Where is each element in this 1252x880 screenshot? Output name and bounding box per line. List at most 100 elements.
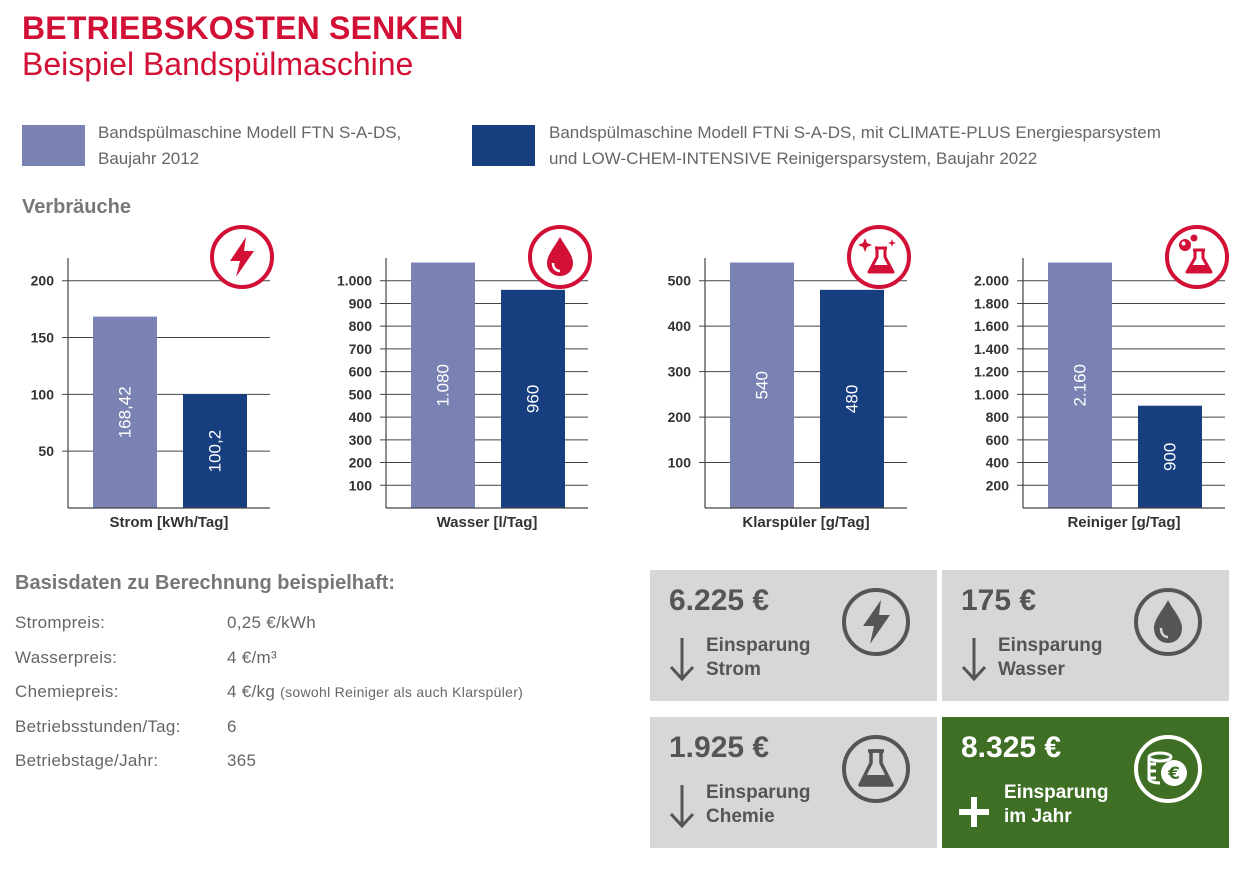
basis-value: 4 €/kg — [227, 682, 276, 701]
legend-label-old: Bandspülmaschine Modell FTN S-A-DS, Bauj… — [98, 120, 401, 172]
y-tick-label: 100 — [668, 455, 692, 471]
legend-label-new-line1: Bandspülmaschine Modell FTNi S-A-DS, mit… — [549, 123, 1161, 142]
chart-wasser-xlabel: Wasser [l/Tag] — [436, 514, 538, 531]
y-tick-label: 300 — [668, 364, 692, 380]
chart-klarspueler-xlabel: Klarspüler [g/Tag] — [742, 514, 870, 531]
savings-label-line1: Einsparung — [998, 635, 1103, 656]
bar — [1138, 405, 1202, 508]
basis-key: Chemiepreis: — [15, 682, 119, 701]
chart-strom: 50 100 150 200 168,42 100,2 Strom [kWh/Tag] — [0, 222, 300, 542]
basis-key: Wasserpreis: — [15, 648, 118, 667]
y-tick-label: 150 — [31, 330, 55, 346]
legend-swatch-new — [472, 125, 535, 166]
lightning-icon — [209, 224, 275, 290]
legend-swatch-old — [22, 125, 85, 166]
legend-label-new-line2: und LOW-CHEM-INTENSIVE Reinigersparsyste… — [549, 149, 1038, 168]
y-tick-label: 400 — [668, 318, 692, 334]
y-tick-label: 600 — [349, 364, 373, 380]
savings-amount: 1.925 € — [669, 731, 770, 764]
y-tick-label: 1.000 — [337, 273, 372, 289]
basis-value: 365 — [227, 751, 257, 770]
bar-value-label: 168,42 — [116, 386, 135, 438]
y-tick-label: 600 — [986, 432, 1010, 448]
sparkle-flask-icon — [846, 224, 912, 290]
y-tick-label: 1.200 — [974, 364, 1009, 380]
y-tick-label: 200 — [668, 409, 692, 425]
chart-wasser-svg: 100 200 300 400 500 600 700 800 900 1.000 1.080 960 — [337, 258, 588, 509]
y-tick-label: 900 — [349, 295, 373, 311]
water-drop-icon — [1134, 588, 1202, 656]
bubbles-flask-icon — [1164, 224, 1230, 290]
chart-strom-xlabel: Strom [kWh/Tag] — [109, 514, 229, 531]
savings-label-line2: im Jahr — [1004, 806, 1072, 827]
y-tick-label: 50 — [38, 443, 54, 459]
bar — [820, 289, 884, 508]
savings-label: Einsparung Chemie — [706, 781, 811, 829]
basis-key: Betriebsstunden/Tag: — [15, 717, 181, 736]
basis-value: 0,25 €/kWh — [227, 613, 316, 632]
y-tick-label: 2.000 — [974, 273, 1009, 289]
savings-label-line2: Chemie — [706, 806, 775, 827]
page-title: BETRIEBSKOSTEN SENKEN — [22, 10, 464, 46]
y-tick-label: 1.000 — [974, 386, 1009, 402]
euro-coins-icon: € — [1134, 735, 1202, 803]
y-tick-label: 1.800 — [974, 295, 1009, 311]
y-tick-label: 300 — [349, 432, 373, 448]
chart-klarspueler: 100 200 300 400 500 540 480 Klarspüler [g/Tag] — [637, 222, 937, 542]
savings-label: Einsparung Strom — [706, 634, 811, 682]
savings-amount: 6.225 € — [669, 584, 770, 617]
basis-value: 4 €/m³ — [227, 648, 277, 667]
chart-strom-svg: 50 100 150 200 168,42 100,2 — [31, 258, 270, 509]
savings-label-line1: Einsparung — [706, 635, 811, 656]
savings-label-line2: Wasser — [998, 659, 1065, 680]
lightning-icon — [842, 588, 910, 656]
y-tick-label: 400 — [986, 455, 1010, 471]
y-tick-label: 200 — [349, 455, 373, 471]
plus-icon — [959, 797, 989, 827]
bar — [93, 316, 157, 508]
chart-reiniger: 200 400 600 800 1.000 1.200 1.400 1.600 1.800 2.0… — [955, 222, 1252, 542]
bar-value-label: 2.160 — [1071, 364, 1090, 407]
y-tick-label: 100 — [349, 477, 373, 493]
bar-value-label: 480 — [843, 385, 862, 413]
savings-label: Einsparung Wasser — [998, 634, 1103, 682]
basis-key: Betriebstage/Jahr: — [15, 751, 159, 770]
y-tick-label: 500 — [349, 386, 373, 402]
basis-title: Basisdaten zu Berechnung beispielhaft: — [15, 572, 396, 594]
bar — [501, 289, 565, 508]
y-tick-label: 700 — [349, 341, 373, 357]
down-arrow-icon — [961, 638, 987, 682]
basis-note: (sowohl Reiniger als auch Klarspüler) — [280, 684, 524, 700]
y-tick-label: 800 — [986, 409, 1010, 425]
bar — [1048, 262, 1112, 508]
basis-value-with-note: 4 €/kg (sowohl Reiniger als auch Klarspü… — [227, 682, 523, 702]
basis-key: Strompreis: — [15, 613, 106, 632]
page-subtitle: Beispiel Bandspülmaschine — [22, 46, 414, 82]
savings-label-line1: Einsparung — [1004, 782, 1109, 803]
legend-label-old-line1: Bandspülmaschine Modell FTN S-A-DS, — [98, 123, 402, 142]
bar — [183, 394, 247, 508]
section-title-consumption: Verbräuche — [22, 196, 131, 218]
y-tick-label: 1.400 — [974, 341, 1009, 357]
chart-wasser: 100 200 300 400 500 600 700 800 900 1.000 1.080 960… — [318, 222, 618, 542]
flask-icon — [842, 735, 910, 803]
y-tick-label: 200 — [986, 477, 1010, 493]
bar — [730, 262, 794, 508]
y-tick-label: 100 — [31, 386, 55, 402]
y-tick-label: 200 — [31, 273, 55, 289]
savings-card-chemie: 1.925 € Einsparung Chemie — [650, 717, 937, 848]
savings-card-wasser: 175 € Einsparung Wasser — [942, 570, 1229, 701]
chart-klarspueler-svg: 100 200 300 400 500 540 480 — [668, 258, 907, 509]
y-tick-label: 400 — [349, 409, 373, 425]
down-arrow-icon — [669, 785, 695, 829]
savings-amount: 8.325 € — [961, 731, 1062, 764]
savings-card-strom: 6.225 € Einsparung Strom — [650, 570, 937, 701]
bar-value-label: 100,2 — [206, 430, 225, 473]
bar-value-label: 1.080 — [434, 364, 453, 407]
bar-value-label: 960 — [524, 385, 543, 413]
savings-label-line1: Einsparung — [706, 782, 811, 803]
savings-label-line2: Strom — [706, 659, 761, 680]
y-tick-label: 500 — [668, 273, 692, 289]
y-tick-label: 800 — [349, 318, 373, 334]
down-arrow-icon — [669, 638, 695, 682]
